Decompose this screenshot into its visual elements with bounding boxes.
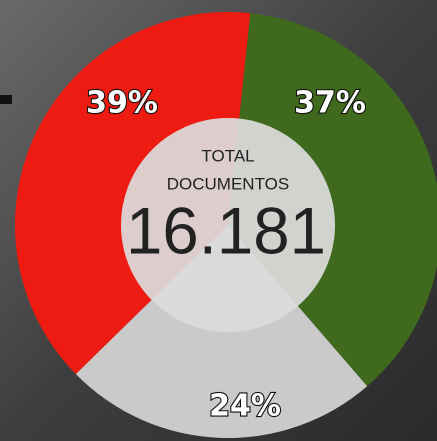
value-label: 37% xyxy=(294,86,366,121)
dash xyxy=(0,95,12,104)
center-title: TOTAL xyxy=(201,146,254,165)
center-value: 16.181 xyxy=(126,193,326,267)
center-subtitle: DOCUMENTOS xyxy=(167,174,289,193)
value-label: 39% xyxy=(86,86,158,121)
value-label: 24% xyxy=(209,389,281,424)
chart: TOTAL DOCUMENTOS 16.181 37% 24% 39% xyxy=(0,0,437,441)
page: TOTAL DOCUMENTOS 16.181 37%24%39% (() =>… xyxy=(0,0,437,441)
